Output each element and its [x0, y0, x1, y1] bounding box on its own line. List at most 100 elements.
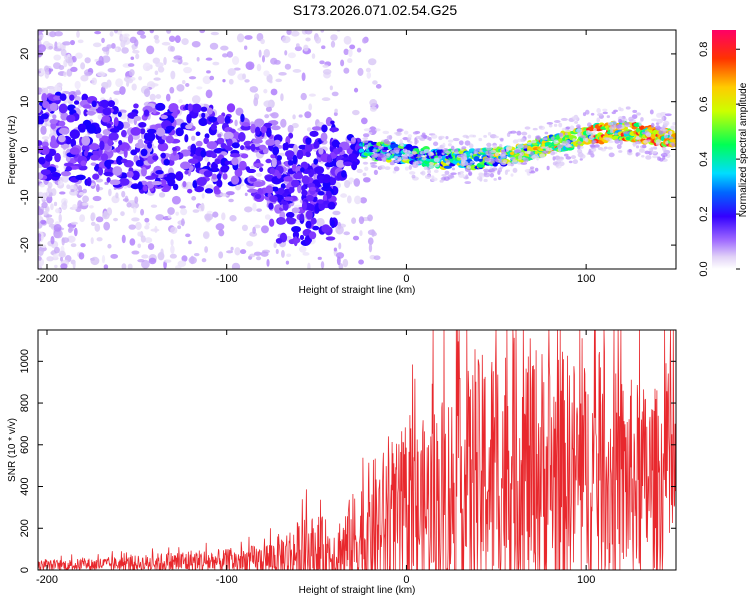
spectrogram-cell	[79, 128, 86, 133]
spectrogram-cell	[553, 123, 558, 127]
spectrogram-cell	[140, 235, 146, 243]
spectrogram-cell	[121, 190, 126, 198]
snr-y-label: SNR (10 * v/v)	[7, 418, 18, 482]
spectrogram-cell	[538, 125, 543, 129]
spectrogram-cell	[285, 211, 295, 219]
spectrogram-cell	[109, 179, 121, 186]
spectrogram-cell	[322, 177, 331, 184]
spectrogram-cell	[641, 154, 645, 158]
spectrogram-cell	[113, 30, 119, 34]
spectrogram-cell	[634, 140, 642, 145]
spectrogram-cell	[70, 243, 77, 248]
spectrogram-cell	[486, 142, 492, 148]
spectrogram-cell	[313, 158, 319, 165]
spectrogram-cell	[301, 72, 306, 82]
spectrogram-cell	[358, 148, 365, 154]
spectrogram-cell	[330, 40, 336, 48]
spectrogram-cell	[377, 146, 385, 150]
spectrogram-cell	[319, 60, 325, 65]
spectrogram-cell	[218, 229, 225, 237]
spectrogram-cell	[139, 128, 146, 135]
spectrogram-cell	[468, 171, 473, 177]
spectrogram-cell	[505, 169, 511, 172]
spectrogram-cell	[299, 245, 307, 253]
spectrogram-cell	[557, 144, 563, 149]
spectrogram-cell	[40, 125, 47, 135]
spectrogram-cell	[73, 227, 78, 237]
spectrogram-cell	[437, 155, 443, 160]
spectrogram-cell	[611, 124, 615, 128]
spectrogram-cell	[143, 88, 151, 98]
spectrogram-cell	[152, 155, 159, 161]
spectrogram-cell	[474, 148, 482, 152]
spectrogram-cell	[177, 225, 182, 230]
spectrogram-cell	[301, 201, 307, 211]
spectrogram-cell	[645, 155, 652, 160]
spectrogram-cell	[445, 151, 452, 154]
spectrogram-cell	[623, 121, 630, 126]
spectrogram-cell	[557, 156, 564, 160]
spectrogram-cell	[38, 191, 44, 198]
spectrogram-cell	[179, 205, 186, 209]
spectrogram-cell	[78, 252, 85, 260]
spectrogram-cell	[442, 142, 446, 148]
spectrogram-cell	[516, 130, 522, 136]
spectrogram-cell	[73, 100, 80, 105]
spectrogram-cell	[448, 143, 452, 147]
spectrogram-cell	[479, 149, 483, 153]
spectrogram-cell	[69, 147, 80, 155]
spectrogram-cell	[108, 188, 112, 197]
spectrogram-cell	[61, 237, 65, 246]
spectrogram-cell	[263, 48, 270, 58]
spectrogram-cell	[108, 132, 119, 141]
spectrogram-cell	[119, 142, 131, 152]
snr-panel: -200 -100 0 100 0 200 400 600 800 1000 Height of…	[7, 329, 677, 596]
spectrogram-cell	[371, 231, 377, 237]
spectrogram-cell	[619, 107, 624, 112]
spectrogram-cell	[226, 191, 235, 196]
spectrogram-cell	[228, 198, 234, 203]
spectrogram-cell	[408, 164, 413, 170]
spectrogram-cell	[618, 118, 623, 124]
spectrogram-cell	[226, 103, 236, 113]
spectrogram-cell	[310, 217, 317, 225]
spectrogram-cell	[52, 172, 62, 178]
spectrogram-cell	[320, 30, 325, 33]
spectrogram-cell	[564, 132, 568, 136]
spectrogram-cell	[130, 184, 139, 189]
spectrogram-cell	[242, 73, 247, 80]
spectrogram-cell	[255, 256, 262, 261]
spectrogram-cell	[40, 169, 51, 176]
spectrogram-cell	[271, 125, 281, 131]
spectrogram-cell	[254, 193, 262, 200]
spectrogram-cell	[259, 144, 267, 150]
spectrogram-cell	[255, 172, 262, 177]
spectrogram-cell	[572, 138, 576, 142]
spectrogram-cell	[403, 130, 409, 135]
spectrogram-cell	[343, 231, 351, 236]
spectrogram-cell	[436, 147, 444, 150]
spectrogram-cell	[550, 150, 556, 156]
spectrogram-cell	[53, 201, 58, 207]
spectrogram-cell	[240, 145, 245, 151]
spectrogram-cell	[296, 149, 304, 160]
spectrogram-cell	[220, 165, 229, 173]
spectrogram-cell	[636, 112, 642, 116]
spectrogram-cell	[145, 131, 156, 142]
spectrogram-cell	[155, 102, 166, 111]
spectrogram-cell	[82, 195, 90, 203]
spectrogram-cell	[74, 80, 81, 90]
spectrogram-cell	[469, 161, 475, 164]
spectrogram-cell	[120, 158, 128, 164]
spectrogram-cell	[283, 196, 294, 201]
spectrogram-cell	[77, 185, 83, 192]
spectrogram-cell	[265, 106, 272, 112]
spectrogram-cell	[90, 212, 96, 221]
spectrogram-x-label: Height of straight line (km)	[299, 285, 416, 296]
spectrogram-cell	[216, 114, 225, 124]
figure-title: S173.2026.071.02.54.G25	[293, 2, 457, 18]
spectrogram-cell	[594, 144, 600, 148]
spectrogram-cell	[216, 137, 225, 145]
spectrogram-cell	[337, 146, 343, 153]
spectrogram-cell	[107, 243, 112, 249]
